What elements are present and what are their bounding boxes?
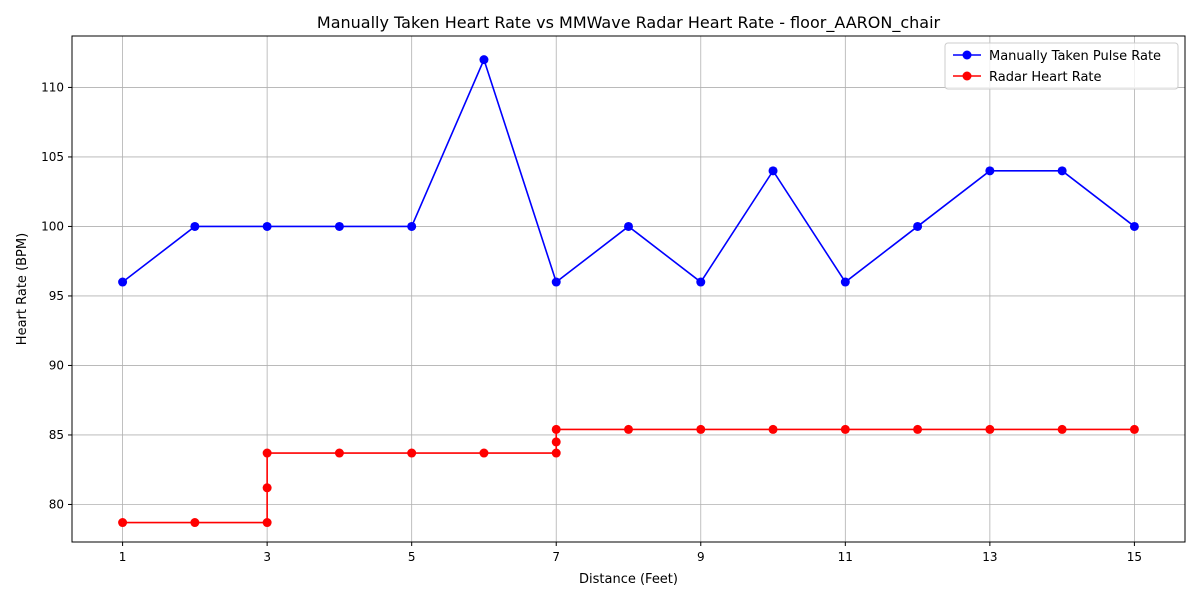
data-point — [1057, 424, 1067, 434]
data-point — [262, 221, 272, 231]
data-point — [840, 424, 850, 434]
legend-entry: Radar Heart Rate — [953, 70, 1102, 85]
legend: Manually Taken Pulse Rate Radar Heart Rat… — [944, 42, 1179, 90]
data-point — [696, 424, 706, 434]
y-tick-label: 90 — [49, 358, 64, 372]
data-point — [479, 448, 489, 458]
data-point — [262, 448, 272, 458]
legend-label: Radar Heart Rate — [989, 70, 1102, 85]
data-point — [190, 518, 200, 528]
data-point — [479, 55, 489, 65]
series-layer — [118, 55, 1139, 528]
data-point — [407, 448, 417, 458]
data-point — [1057, 166, 1067, 176]
data-point — [407, 221, 417, 231]
data-point — [551, 437, 561, 447]
data-point — [840, 277, 850, 287]
data-point — [190, 221, 200, 231]
y-tick-label: 80 — [49, 497, 64, 511]
data-point — [624, 221, 633, 231]
x-tick-label: 9 — [697, 550, 705, 564]
data-point — [624, 424, 633, 434]
x-axis-label: Distance (Feet) — [579, 572, 678, 587]
legend-marker — [962, 71, 972, 81]
y-tick-label: 100 — [41, 219, 64, 233]
data-point — [913, 221, 923, 231]
data-point — [768, 424, 778, 434]
data-point — [985, 166, 995, 176]
x-tick-label: 3 — [263, 550, 271, 564]
data-point — [551, 424, 561, 434]
y-tick-label: 110 — [41, 80, 64, 94]
x-tick-label: 5 — [408, 550, 416, 564]
data-point — [1129, 424, 1139, 434]
y-tick-label: 95 — [49, 289, 64, 303]
y-tick-label: 85 — [49, 428, 64, 442]
data-point — [913, 424, 923, 434]
x-tick-label: 11 — [838, 550, 853, 564]
data-point — [118, 518, 128, 528]
y-axis-label: Heart Rate (BPM) — [15, 233, 30, 345]
x-tick-label: 13 — [982, 550, 997, 564]
legend-entries: Manually Taken Pulse Rate Radar Heart Rat… — [953, 49, 1161, 85]
plot-frame — [71, 35, 1186, 543]
data-point — [118, 277, 128, 287]
x-tick-label: 1 — [119, 550, 127, 564]
data-point — [1129, 221, 1139, 231]
data-point — [334, 448, 344, 458]
series-1 — [118, 55, 1139, 287]
x-tick-label: 7 — [552, 550, 560, 564]
data-point — [551, 277, 561, 287]
data-point — [334, 221, 344, 231]
data-point — [985, 424, 995, 434]
legend-marker — [962, 50, 972, 60]
data-point — [696, 277, 706, 287]
data-point — [262, 483, 272, 493]
legend-box — [944, 42, 1179, 90]
legend-entry: Manually Taken Pulse Rate — [953, 49, 1161, 64]
data-point — [551, 448, 561, 458]
data-point — [262, 518, 272, 528]
x-tick-label: 15 — [1127, 550, 1142, 564]
chart-title: Manually Taken Heart Rate vs MMWave Rada… — [317, 13, 941, 33]
series-2 — [118, 424, 1139, 528]
legend-label: Manually Taken Pulse Rate — [989, 49, 1161, 64]
data-point — [768, 166, 778, 176]
y-tick-label: 105 — [41, 150, 64, 164]
